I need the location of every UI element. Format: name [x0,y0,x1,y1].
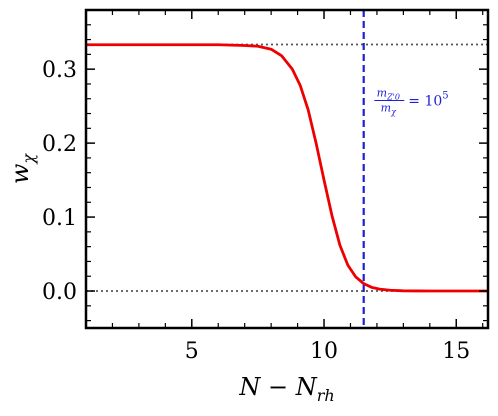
x-axis-label-main: N − N [238,373,317,401]
y-tick-label: 0.0 [42,280,77,305]
annotation-numerator-sub: Z'0 [386,92,400,101]
annotation-numerator: mZ'0 [377,86,400,101]
annotation-value: = 105 [408,90,448,109]
annotation-numerator-main: m [377,86,387,99]
y-axis-label: wχ [6,153,38,185]
annotation-exponent: 5 [442,90,448,101]
series-line-1 [86,43,488,293]
x-axis-label-sub: rh [317,386,335,405]
annotation-denominator-main: m [381,101,391,114]
y-axis-label-sub: χ [19,153,38,165]
y-tick-label: 0.1 [42,206,77,231]
y-axis-label-main: w [6,163,34,184]
x-tick-label: 15 [442,339,470,364]
x-tick-label: 10 [310,339,338,364]
mass-ratio-annotation: mZ'0 mχ = 105 [374,86,449,116]
annotation-equals: = 10 [408,93,442,109]
annotation-denominator-sub: χ [390,107,397,116]
plot-frame [84,8,490,330]
y-tick-label: 0.2 [42,132,77,157]
y-tick-label: 0.3 [42,58,77,83]
x-tick-label: 5 [185,339,199,364]
annotation-denominator: mχ [381,101,397,116]
plot-layer [86,10,488,328]
ticks-layer: 5 10 15 0.0 0.1 0.2 0.3 [42,9,488,364]
x-axis-label: N − Nrh [238,373,334,405]
